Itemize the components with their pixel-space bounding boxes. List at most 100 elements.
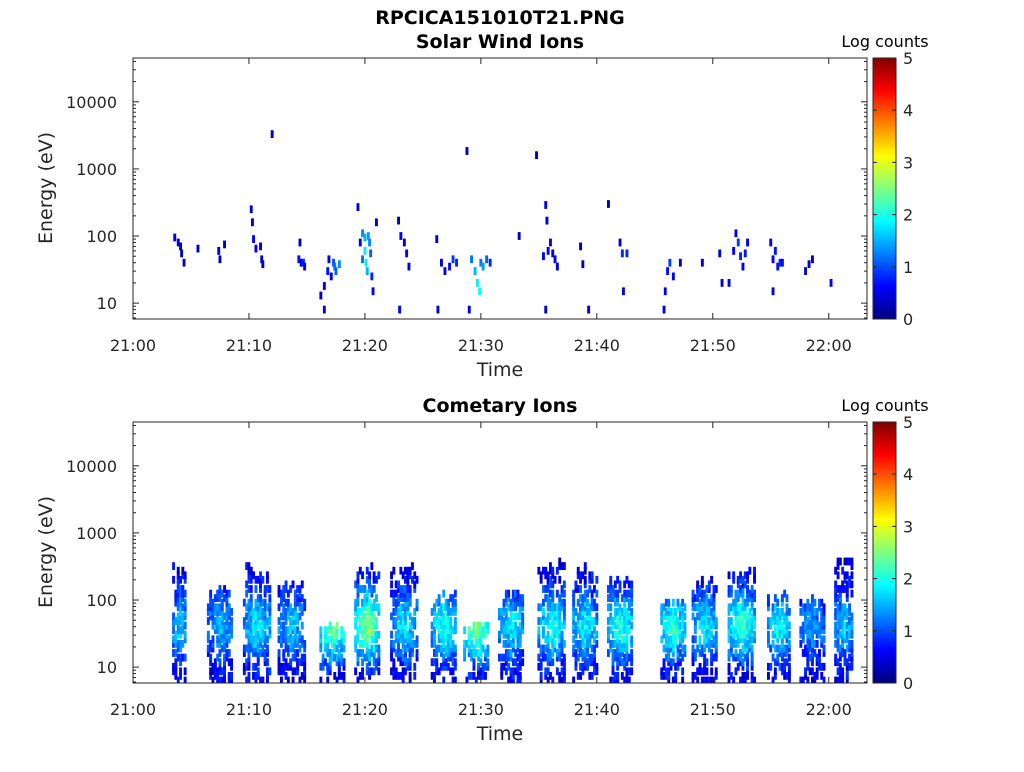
cometary-heatmap-cell — [551, 635, 555, 644]
cometary-heatmap-cell — [266, 644, 269, 653]
cometary-heatmap-cell — [470, 649, 473, 657]
cometary-heatmap-cell — [335, 626, 339, 635]
cometary-heatmap-cell — [660, 635, 664, 644]
cometary-heatmap-cell — [753, 612, 756, 621]
cometary-heatmap-cell — [179, 589, 182, 598]
cometary-heatmap-cell — [838, 557, 842, 566]
cometary-heatmap-cell — [337, 658, 341, 667]
cometary-heatmap-cell — [683, 626, 687, 635]
solar-wind-heatmap-cell — [249, 205, 253, 214]
cometary-heatmap-cell — [370, 644, 374, 653]
cometary-heatmap-cell — [669, 658, 673, 667]
cometary-heatmap-cell — [820, 621, 824, 630]
cometary-heatmap-cell — [324, 635, 327, 644]
cometary-heatmap-cell — [435, 658, 439, 667]
cometary-heatmap-cell — [507, 594, 511, 602]
cometary-heatmap-cell — [254, 630, 258, 639]
cometary-heatmap-cell — [780, 608, 784, 616]
cometary-heatmap-cell — [370, 612, 374, 621]
cometary-heatmap-cell — [481, 667, 485, 676]
cometary-heatmap-cell — [542, 649, 545, 657]
cometary-heatmap-cell — [838, 653, 842, 662]
cometary-heatmap-cell — [555, 566, 559, 575]
cometary-heatmap-cell — [516, 644, 520, 653]
cometary-heatmap-cell — [815, 672, 819, 680]
cometary-heatmap-cell — [486, 658, 490, 667]
cometary-heatmap-cell — [808, 635, 812, 644]
cometary-x-tick-label: 21:20 — [342, 700, 388, 719]
cometary-heatmap-cell — [732, 571, 736, 580]
cometary-heatmap-cell — [627, 676, 631, 683]
cometary-heatmap-cell — [581, 630, 585, 639]
cometary-heatmap-cell — [546, 571, 550, 580]
cometary-heatmap-cell — [504, 667, 508, 676]
cometary-heatmap-cell — [392, 658, 396, 667]
cometary-heatmap-cell — [750, 635, 754, 644]
cometary-heatmap-cell — [710, 608, 714, 616]
cometary-heatmap-cell — [562, 580, 566, 589]
cometary-heatmap-cell — [256, 612, 260, 621]
cometary-heatmap-cell — [408, 566, 412, 575]
cometary-heatmap-cell — [734, 603, 738, 612]
cometary-heatmap-cell — [363, 626, 367, 635]
cometary-heatmap-cell — [586, 617, 589, 625]
cometary-heatmap-cell — [356, 580, 360, 589]
cometary-heatmap-cell — [778, 617, 782, 625]
cometary-heatmap-cell — [216, 640, 220, 648]
cometary-heatmap-cell — [213, 608, 217, 616]
cometary-heatmap-cell — [394, 617, 398, 625]
cometary-heatmap-cell — [361, 621, 364, 630]
cometary-heatmap-cell — [498, 630, 501, 639]
cometary-heatmap-cell — [671, 630, 675, 639]
cometary-heatmap-cell — [220, 626, 224, 635]
cometary-heatmap-cell — [408, 589, 412, 598]
cometary-heatmap-cell — [579, 626, 582, 635]
cometary-heatmap-cell — [681, 608, 685, 616]
cometary-heatmap-cell — [732, 575, 736, 584]
cometary-heatmap-cell — [667, 626, 671, 635]
cometary-heatmap-cell — [848, 617, 851, 625]
cometary-heatmap-cell — [748, 635, 752, 644]
cometary-heatmap-cell — [266, 658, 269, 667]
cometary-heatmap-cell — [375, 635, 378, 644]
cometary-heatmap-cell — [472, 630, 476, 639]
cometary-heatmap-cell — [607, 585, 610, 593]
solar-wind-x-tick-label: 22:00 — [806, 336, 852, 355]
cometary-heatmap-cell — [676, 658, 680, 667]
cometary-heatmap-cell — [836, 557, 840, 566]
cometary-heatmap-cell — [440, 612, 443, 621]
cometary-heatmap-cell — [691, 612, 695, 621]
cometary-heatmap-cell — [593, 626, 596, 635]
cometary-heatmap-cell — [710, 667, 714, 676]
cometary-heatmap-cell — [372, 644, 376, 653]
cometary-heatmap-cell — [397, 672, 400, 680]
cometary-heatmap-cell — [397, 594, 400, 602]
cometary-heatmap-cell — [259, 580, 262, 589]
cometary-heatmap-cell — [579, 612, 582, 621]
cometary-heatmap-cell — [750, 603, 754, 612]
cometary-heatmap-cell — [220, 630, 224, 639]
cometary-heatmap-cell — [296, 640, 300, 648]
solar-wind-heatmap-cell — [333, 262, 337, 271]
cometary-heatmap-cell — [560, 635, 564, 644]
cometary-heatmap-cell — [266, 649, 269, 657]
cometary-heatmap-cell — [546, 676, 550, 683]
cometary-heatmap-cell — [841, 649, 845, 657]
cometary-heatmap-cell — [676, 621, 680, 630]
cometary-heatmap-cell — [263, 653, 267, 662]
cometary-heatmap-cell — [560, 585, 564, 593]
cometary-heatmap-cell — [368, 626, 371, 635]
cometary-heatmap-cell — [179, 608, 182, 616]
cometary-heatmap-cell — [811, 603, 814, 612]
cometary-heatmap-cell — [284, 630, 288, 639]
cometary-heatmap-cell — [284, 608, 288, 616]
cometary-heatmap-cell — [449, 608, 453, 616]
cometary-heatmap-cell — [714, 585, 718, 593]
cometary-heatmap-cell — [703, 667, 707, 676]
cometary-heatmap-cell — [498, 635, 501, 644]
cometary-heatmap-cell — [220, 608, 224, 616]
cometary-heatmap-cell — [303, 640, 307, 648]
cometary-heatmap-cell — [256, 649, 260, 657]
cometary-heatmap-cell — [300, 672, 304, 680]
cometary-heatmap-cell — [848, 630, 851, 639]
